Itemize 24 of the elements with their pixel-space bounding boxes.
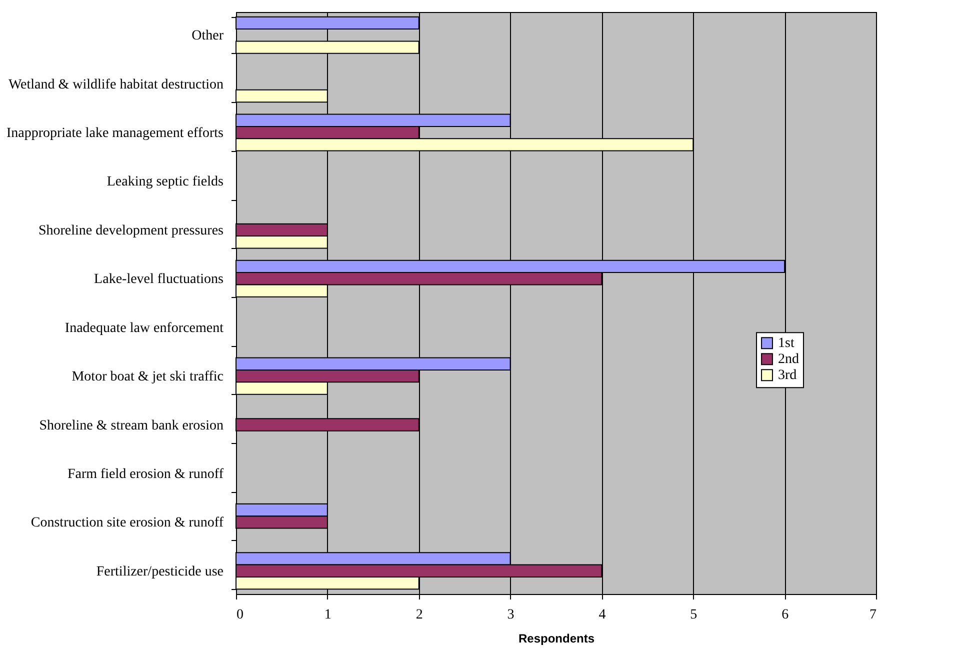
x-tick-label: 2 bbox=[416, 608, 423, 622]
y-tick-label: Wetland & wildlife habitat destruction bbox=[8, 77, 224, 92]
y-tick-label: Inadequate law enforcement bbox=[64, 320, 224, 336]
x-tick-label: 1 bbox=[324, 608, 332, 622]
x-tick-label: 4 bbox=[598, 608, 606, 622]
y-tick-label: Fertilizer/pesticide use bbox=[96, 564, 224, 580]
y-tick-label: Leaking septic fields bbox=[106, 174, 224, 190]
x-tick-label: 7 bbox=[870, 608, 876, 622]
x-tick-label: 5 bbox=[690, 608, 698, 622]
legend-label: 2nd bbox=[778, 352, 799, 368]
legend-label: 3rd bbox=[778, 368, 797, 384]
x-axis-title: Respondents bbox=[518, 632, 595, 646]
y-tick-label: Construction site erosion & runoff bbox=[30, 516, 224, 531]
x-tick-label: 6 bbox=[782, 608, 789, 622]
x-tick-label: 0 bbox=[236, 608, 244, 622]
y-tick-label: Lake-level fluctuations bbox=[94, 272, 224, 288]
y-tick-label: Motor boat & jet ski traffic bbox=[72, 370, 224, 385]
y-tick-label: Shoreline & stream bank erosion bbox=[39, 418, 224, 434]
y-tick-label: Shoreline development pressures bbox=[38, 223, 224, 238]
y-tick-label: Farm field erosion & runoff bbox=[67, 466, 224, 482]
y-tick-label: Other bbox=[192, 28, 224, 44]
x-tick-label: 3 bbox=[507, 608, 514, 622]
y-tick-label: Inappropriate lake management efforts bbox=[6, 126, 224, 142]
legend-label: 1st bbox=[778, 336, 794, 352]
